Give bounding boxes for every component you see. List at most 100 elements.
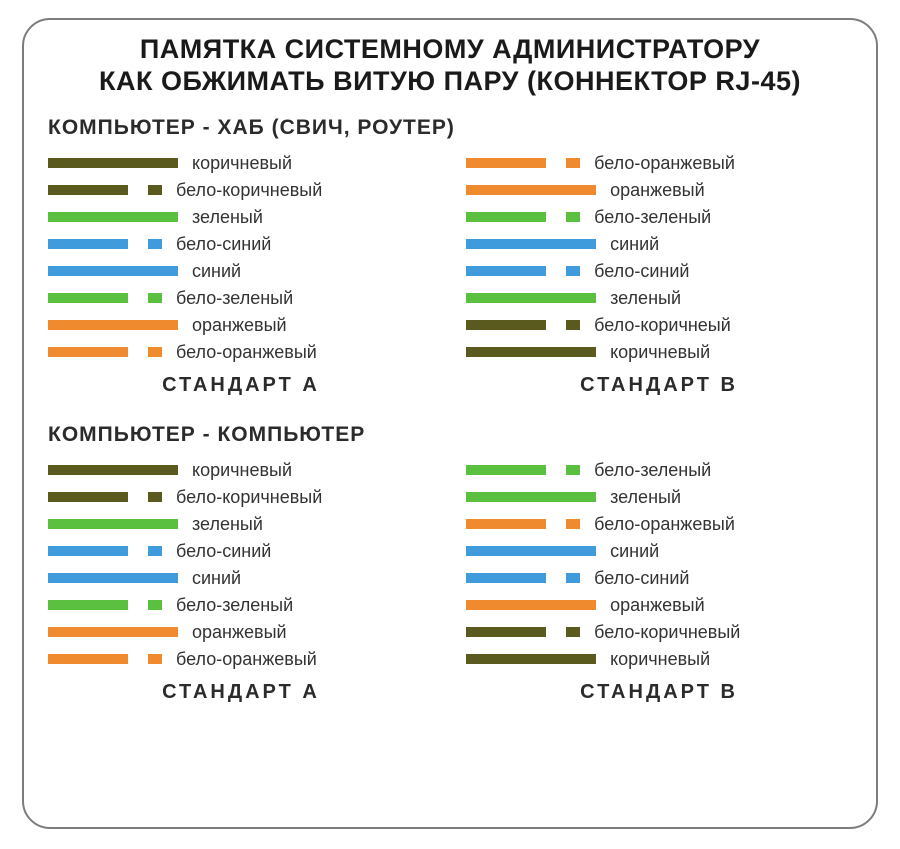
wire-label: бело-коричневый <box>176 180 322 201</box>
wire-label: бело-оранжевый <box>594 514 735 535</box>
wire-swatch <box>48 158 178 168</box>
wire-label: бело-зеленый <box>176 595 293 616</box>
wire-swatch <box>466 600 596 610</box>
wire-row: зеленый <box>48 511 434 538</box>
wire-label: зеленый <box>610 487 681 508</box>
wire-label: бело-оранжевый <box>594 153 735 174</box>
sections-container: КОМПЬЮТЕР - ХАБ (СВИЧ, РОУТЕР) коричневый… <box>48 116 852 704</box>
section: КОМПЬЮТЕР - ХАБ (СВИЧ, РОУТЕР) коричневый… <box>48 116 852 397</box>
wire-label: бело-зеленый <box>176 288 293 309</box>
wire-label: синий <box>610 234 659 255</box>
wire-label: коричневый <box>610 342 710 363</box>
standard-label: СТАНДАРТ B <box>466 374 852 397</box>
wire-label: зеленый <box>192 207 263 228</box>
wire-label: бело-синий <box>594 568 689 589</box>
wire-swatch <box>48 654 162 664</box>
wire-row: бело-коричнеый <box>466 312 852 339</box>
wire-label: бело-оранжевый <box>176 342 317 363</box>
wire-row: зеленый <box>466 484 852 511</box>
wire-swatch <box>48 600 162 610</box>
wire-row: оранжевый <box>466 177 852 204</box>
page-title: ПАМЯТКА СИСТЕМНОМУ АДМИНИСТРАТОРУ КАК ОБ… <box>48 34 852 98</box>
columns: коричневый бело-коричневый зеленый бело-син… <box>48 457 852 704</box>
wire-row: зеленый <box>48 204 434 231</box>
wire-swatch <box>48 465 178 475</box>
wire-swatch <box>466 465 580 475</box>
wire-swatch <box>466 627 580 637</box>
wire-row: бело-зеленый <box>466 204 852 231</box>
wire-label: оранжевый <box>192 622 287 643</box>
wire-row: бело-оранжевый <box>466 511 852 538</box>
wire-label: бело-синий <box>594 261 689 282</box>
wire-label: оранжевый <box>610 180 705 201</box>
wire-swatch <box>466 347 596 357</box>
wire-label: бело-коричневый <box>176 487 322 508</box>
wire-label: коричневый <box>610 649 710 670</box>
wire-row: коричневый <box>466 339 852 366</box>
wire-label: синий <box>610 541 659 562</box>
wire-row: синий <box>48 258 434 285</box>
wire-swatch <box>48 573 178 583</box>
standard-label: СТАНДАРТ B <box>466 681 852 704</box>
wire-swatch <box>48 239 162 249</box>
wire-row: бело-зеленый <box>466 457 852 484</box>
column: коричневый бело-коричневый зеленый бело-син… <box>48 150 434 397</box>
wire-row: бело-синий <box>466 565 852 592</box>
wire-swatch <box>466 239 596 249</box>
wire-row: оранжевый <box>48 619 434 646</box>
wire-label: оранжевый <box>610 595 705 616</box>
wire-label: бело-синий <box>176 541 271 562</box>
wire-swatch <box>466 158 580 168</box>
wire-row: зеленый <box>466 285 852 312</box>
column: бело-оранжевый оранжевый бело-зеленый синий… <box>466 150 852 397</box>
wire-row: синий <box>48 565 434 592</box>
wire-row: оранжевый <box>466 592 852 619</box>
wire-label: синий <box>192 568 241 589</box>
wire-label: зеленый <box>610 288 681 309</box>
wire-label: бело-синий <box>176 234 271 255</box>
wire-row: бело-синий <box>48 231 434 258</box>
wire-label: оранжевый <box>192 315 287 336</box>
wire-row: синий <box>466 538 852 565</box>
wire-row: бело-коричневый <box>466 619 852 646</box>
wire-swatch <box>48 320 178 330</box>
wire-row: коричневый <box>466 646 852 673</box>
wire-swatch <box>466 212 580 222</box>
wire-swatch <box>48 492 162 502</box>
wire-swatch <box>466 654 596 664</box>
wire-swatch <box>48 293 162 303</box>
wire-label: зеленый <box>192 514 263 535</box>
wire-row: бело-синий <box>466 258 852 285</box>
wire-swatch <box>48 212 178 222</box>
wire-row: коричневый <box>48 150 434 177</box>
wire-row: бело-зеленый <box>48 285 434 312</box>
wire-swatch <box>466 492 596 502</box>
column: бело-зеленый зеленый бело-оранжевый синий бе… <box>466 457 852 704</box>
wire-swatch <box>48 546 162 556</box>
wire-label: бело-зеленый <box>594 207 711 228</box>
wire-swatch <box>466 546 596 556</box>
wire-swatch <box>466 266 580 276</box>
standard-label: СТАНДАРТ A <box>48 374 434 397</box>
wire-row: бело-оранжевый <box>466 150 852 177</box>
wire-swatch <box>48 519 178 529</box>
columns: коричневый бело-коричневый зеленый бело-син… <box>48 150 852 397</box>
wire-row: бело-синий <box>48 538 434 565</box>
section-header: КОМПЬЮТЕР - ХАБ (СВИЧ, РОУТЕР) <box>48 116 852 140</box>
page: ПАМЯТКА СИСТЕМНОМУ АДМИНИСТРАТОРУ КАК ОБ… <box>0 0 900 849</box>
wire-swatch <box>48 347 162 357</box>
wire-row: бело-оранжевый <box>48 339 434 366</box>
wire-label: бело-зеленый <box>594 460 711 481</box>
column: коричневыйбело-коричневыйзеленыйбело-син… <box>48 457 434 704</box>
wire-row: синий <box>466 231 852 258</box>
wire-row: оранжевый <box>48 312 434 339</box>
standard-label: СТАНДАРТ A <box>48 681 434 704</box>
title-line-1: ПАМЯТКА СИСТЕМНОМУ АДМИНИСТРАТОРУ <box>48 34 852 66</box>
title-line-2: КАК ОБЖИМАТЬ ВИТУЮ ПАРУ (КОННЕКТОР RJ-45… <box>48 66 852 98</box>
wire-label: синий <box>192 261 241 282</box>
wire-label: бело-коричнеый <box>594 315 731 336</box>
wire-swatch <box>48 266 178 276</box>
wire-label: коричневый <box>192 153 292 174</box>
section: КОМПЬЮТЕР - КОМПЬЮТЕР коричневый бело-кори… <box>48 423 852 704</box>
section-header: КОМПЬЮТЕР - КОМПЬЮТЕР <box>48 423 852 447</box>
